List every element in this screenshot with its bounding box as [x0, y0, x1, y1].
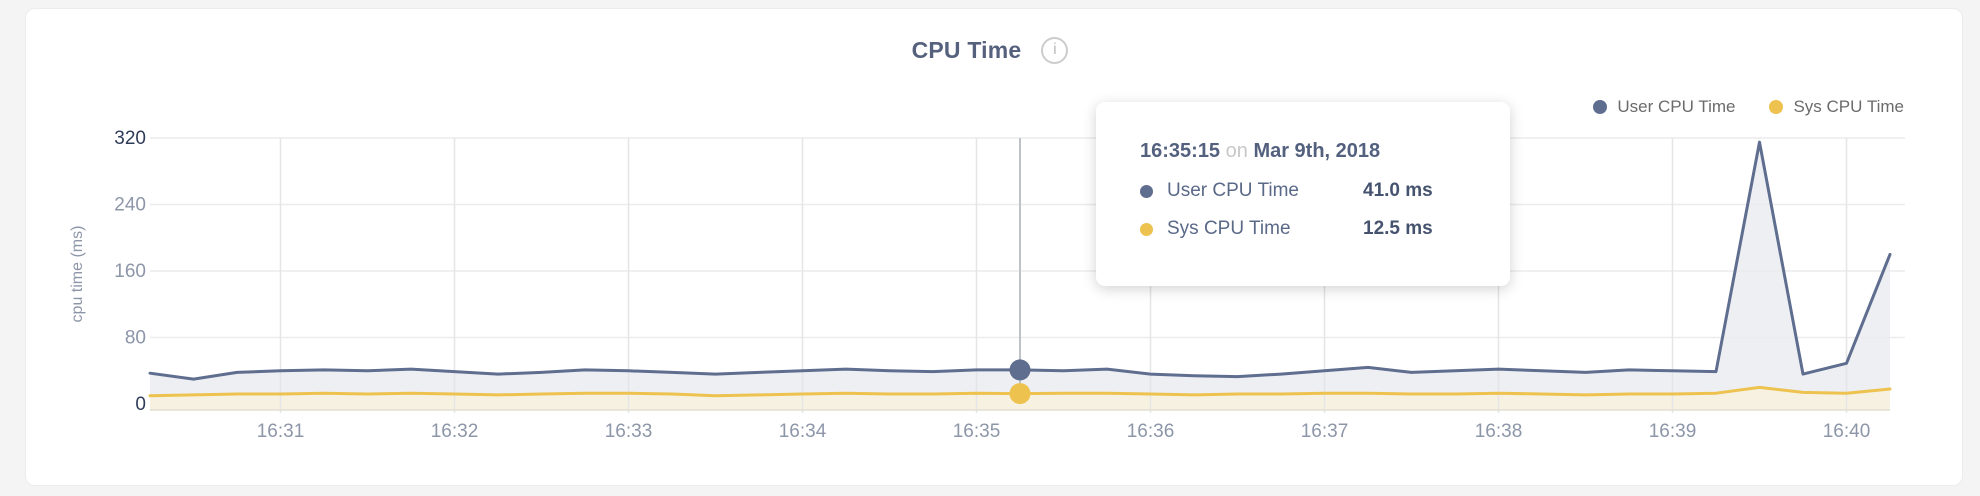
tooltip-connector: on: [1225, 140, 1248, 162]
y-tick-label: 160: [114, 261, 146, 282]
y-axis-label: cpu time (ms): [69, 226, 86, 323]
x-tick-label: 16:34: [779, 421, 827, 442]
legend: User CPU Time Sys CPU Time: [1593, 95, 1904, 119]
user-series-dot-icon: [1140, 184, 1153, 198]
chart-title: CPU Time: [911, 36, 1022, 63]
legend-item-user-cpu-time[interactable]: User CPU Time: [1593, 97, 1735, 117]
x-tick-label: 16:36: [1127, 421, 1175, 442]
x-tick-label: 16:37: [1301, 421, 1349, 442]
chart-tooltip: 16:35:15 on Mar 9th, 2018 User CPU Time …: [1096, 102, 1510, 286]
tooltip-date: Mar 9th, 2018: [1253, 140, 1381, 162]
y-tick-label: 240: [114, 195, 146, 216]
x-tick-label: 16:38: [1475, 421, 1523, 442]
sys-series-dot-icon: [1769, 100, 1784, 114]
tooltip-series-value: 12.5 ms: [1363, 218, 1433, 239]
user-marker-point[interactable]: [1009, 359, 1031, 381]
sys-marker-point[interactable]: [1009, 383, 1031, 405]
x-tick-label: 16:31: [257, 421, 305, 442]
tooltip-timestamp: 16:35:15 on Mar 9th, 2018: [1140, 138, 1480, 164]
x-tick-label: 16:33: [605, 421, 653, 442]
user-series-dot-icon: [1593, 100, 1608, 114]
tooltip-series-label: Sys CPU Time: [1167, 218, 1291, 239]
chart-header: CPU Time i: [0, 30, 1980, 70]
tooltip-time: 16:35:15: [1140, 140, 1221, 162]
x-tick-label: 16:39: [1649, 421, 1697, 442]
sys-series-dot-icon: [1140, 222, 1153, 236]
tooltip-row-sys: Sys CPU Time 12.5 ms: [1140, 218, 1480, 240]
x-tick-label: 16:35: [953, 421, 1001, 442]
y-tick-label: 80: [125, 328, 146, 349]
legend-item-sys-cpu-time[interactable]: Sys CPU Time: [1769, 97, 1904, 117]
y-tick-label: 0: [135, 394, 146, 415]
legend-label: Sys CPU Time: [1793, 97, 1904, 116]
y-tick-label: 320: [114, 128, 146, 149]
x-tick-label: 16:32: [431, 421, 479, 442]
tooltip-row-user: User CPU Time 41.0 ms: [1140, 180, 1480, 202]
x-tick-label: 16:40: [1823, 421, 1871, 442]
tooltip-series-value: 41.0 ms: [1363, 180, 1433, 201]
tooltip-series-label: User CPU Time: [1167, 180, 1299, 201]
user-cpu-time-area: [150, 142, 1890, 410]
legend-label: User CPU Time: [1617, 97, 1736, 116]
info-icon[interactable]: i: [1041, 36, 1069, 64]
